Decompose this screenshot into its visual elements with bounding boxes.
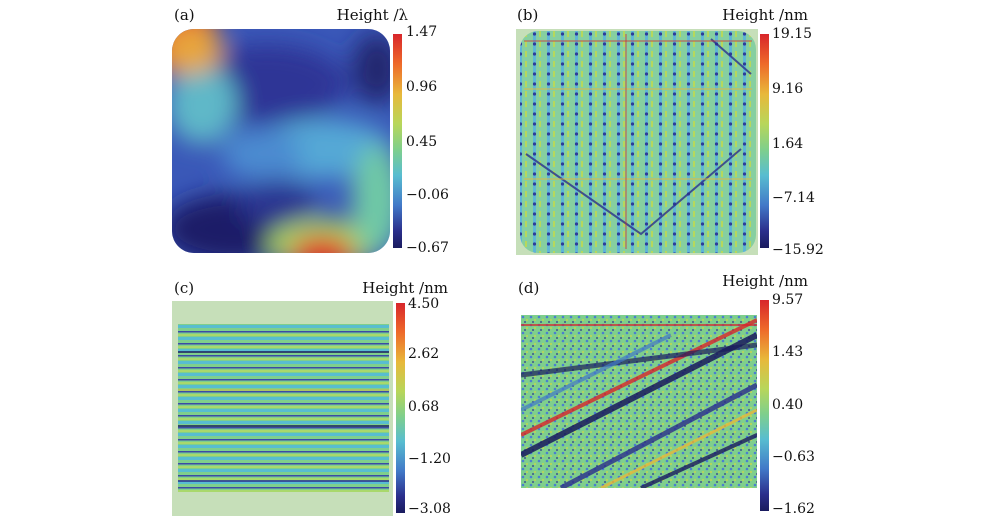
panel-d-unit: Height /nm <box>722 272 808 290</box>
colorbar-a <box>393 34 402 248</box>
height-map-b <box>516 29 758 255</box>
height-map-c <box>172 301 393 516</box>
tick-c-2: 0.68 <box>408 399 440 415</box>
colorbar-d <box>760 300 769 511</box>
tick-a-0: 1.47 <box>406 24 438 40</box>
tick-b-4: −15.92 <box>772 242 824 258</box>
tick-d-4: −1.62 <box>772 501 815 517</box>
tick-d-0: 9.57 <box>772 292 804 308</box>
tick-a-2: 0.45 <box>406 134 438 150</box>
panel-c-label: (c) <box>174 279 195 297</box>
panel-c-unit: Height /nm <box>362 279 448 297</box>
height-map-a <box>172 29 390 253</box>
tick-b-1: 9.16 <box>772 81 804 97</box>
tick-d-3: −0.63 <box>772 449 815 465</box>
panel-d-label: (d) <box>518 279 540 297</box>
tick-d-1: 1.43 <box>772 344 804 360</box>
tick-b-3: −7.14 <box>772 190 815 206</box>
tick-c-0: 4.50 <box>408 296 440 312</box>
tick-d-2: 0.40 <box>772 397 804 413</box>
colorbar-c <box>396 303 405 513</box>
panel-a-label: (a) <box>174 6 195 24</box>
tick-b-2: 1.64 <box>772 136 804 152</box>
tick-c-1: 2.62 <box>408 346 440 362</box>
tick-c-3: −1.20 <box>408 451 451 467</box>
tick-a-3: −0.06 <box>406 187 449 203</box>
tick-a-4: −0.67 <box>406 240 449 256</box>
panel-b-label: (b) <box>517 6 539 24</box>
tick-c-4: −3.08 <box>408 501 451 517</box>
tick-a-1: 0.96 <box>406 79 438 95</box>
height-map-d <box>521 315 757 488</box>
colorbar-b <box>760 34 769 248</box>
tick-b-0: 19.15 <box>772 26 813 42</box>
panel-b-unit: Height /nm <box>722 6 808 24</box>
panel-a-unit: Height /λ <box>336 6 408 24</box>
